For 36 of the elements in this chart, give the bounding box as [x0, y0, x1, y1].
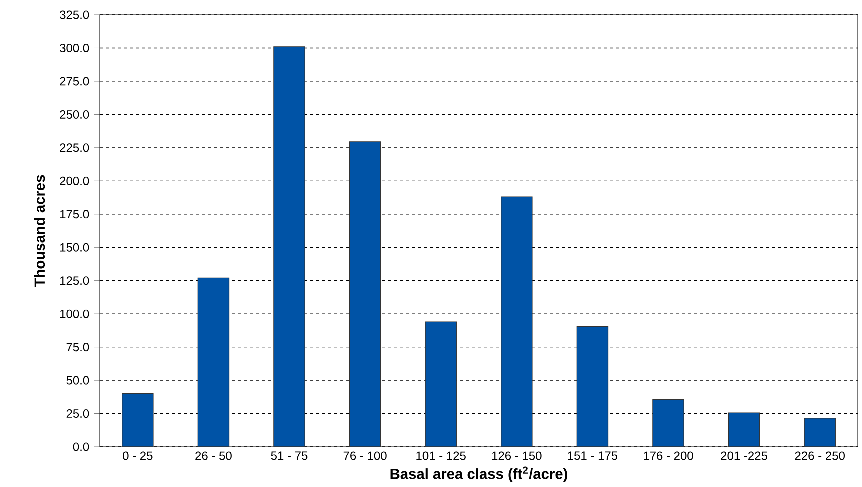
y-tick-label: 125.0 [60, 276, 90, 286]
bar [425, 322, 457, 448]
bar [728, 412, 760, 448]
x-tick-label: 126 - 150 [492, 452, 542, 460]
y-tick-label: 325.0 [60, 10, 90, 20]
x-tick-label: 151 - 175 [568, 452, 618, 460]
y-tick-label: 275.0 [60, 77, 90, 86]
x-tick-label: 26 - 50 [196, 452, 232, 460]
y-axis-title: Thousand acres [34, 175, 46, 288]
x-tick-label: 0 - 25 [123, 452, 153, 460]
x-axis-title: Basal area class (ft$^{2}$/acre) [390, 466, 568, 482]
y-tick-label: 50.0 [66, 376, 90, 385]
bar [804, 418, 836, 448]
x-tick-label: 226 - 250 [795, 452, 845, 460]
bar [274, 46, 306, 448]
x-tick-label: 51 - 75 [271, 452, 308, 460]
x-tick-label: 76 - 100 [344, 452, 387, 460]
y-tick-label: 300.0 [60, 44, 90, 52]
x-tick-label: 176 - 200 [644, 452, 694, 460]
x-tick-label: 101 - 125 [416, 452, 466, 460]
y-tick-label: 250.0 [60, 110, 90, 119]
y-tick-label: 225.0 [60, 144, 90, 152]
y-tick-label: 75.0 [66, 343, 90, 352]
bar [576, 326, 609, 448]
y-tick-label: 200.0 [60, 176, 90, 186]
bar [349, 142, 382, 448]
x-tick-label: 201 -225 [721, 452, 768, 460]
y-tick-label: 175.0 [60, 210, 90, 219]
bar [652, 399, 684, 448]
bar [501, 196, 533, 448]
y-tick-label: 150.0 [60, 243, 90, 252]
y-tick-label: 0.0 [73, 442, 90, 452]
y-tick-label: 100.0 [60, 310, 90, 318]
y-tick-label: 25.0 [66, 410, 90, 418]
bar [198, 278, 230, 448]
bar [122, 393, 154, 448]
